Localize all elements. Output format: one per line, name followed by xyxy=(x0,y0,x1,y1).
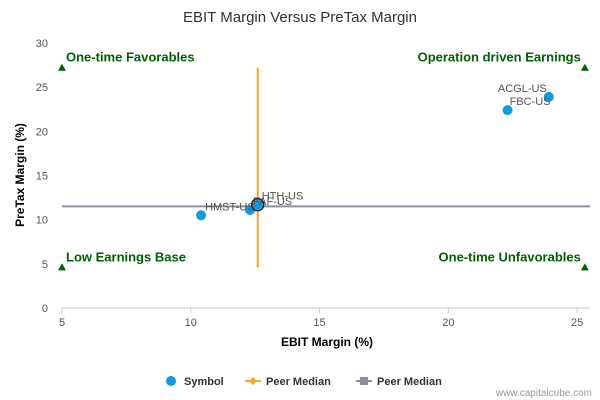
point-label: FBC-US xyxy=(510,96,551,108)
quadrant-marker xyxy=(580,63,589,71)
legend-label: Peer Median xyxy=(377,376,442,388)
x-tick-label: 20 xyxy=(442,317,454,329)
legend-square-marker xyxy=(360,377,368,385)
y-tick-label: 15 xyxy=(36,171,48,183)
quadrant-label: One-time Unfavorables xyxy=(439,249,581,264)
y-tick-label: 25 xyxy=(36,82,48,94)
legend-symbol-marker xyxy=(166,376,176,386)
quadrant-marker xyxy=(58,63,66,71)
point-label: ACGL-US xyxy=(498,83,547,95)
y-axis-title: PreTax Margin (%) xyxy=(13,123,27,227)
legend: Symbol Peer Median Peer Median xyxy=(166,376,442,388)
x-tick-label: 5 xyxy=(59,317,65,329)
quadrant-marker xyxy=(580,263,589,271)
y-tick-label: 20 xyxy=(36,126,48,138)
point-label: HMST-US xyxy=(205,201,255,213)
quadrant-label: One-time Favorables xyxy=(66,50,195,65)
highlight-ring xyxy=(250,197,265,212)
legend-diamond-marker xyxy=(249,377,257,385)
legend-label: Symbol xyxy=(184,376,224,388)
y-tick-label: 5 xyxy=(42,259,48,271)
data-point xyxy=(502,105,513,116)
data-point xyxy=(543,91,554,102)
y-tick-label: 30 xyxy=(36,38,48,50)
data-point xyxy=(196,210,207,221)
data-point xyxy=(252,199,263,210)
quadrant-marker xyxy=(58,263,66,271)
point-label: HTH-US xyxy=(262,191,304,203)
legend-label: Peer Median xyxy=(266,376,331,388)
quadrant-label: Operation driven Earnings xyxy=(418,50,581,65)
point-label: FAF-US xyxy=(253,196,292,208)
quadrant-label: Low Earnings Base xyxy=(66,249,186,264)
credit-text: www.capitalcube.com xyxy=(495,388,592,399)
x-axis-title: EBIT Margin (%) xyxy=(281,335,373,349)
y-tick-label: 0 xyxy=(42,303,48,315)
x-tick-label: 15 xyxy=(313,317,325,329)
chart-title: EBIT Margin Versus PreTax Margin xyxy=(183,9,417,26)
x-tick-label: 10 xyxy=(185,317,197,329)
y-tick-label: 10 xyxy=(36,215,48,227)
x-tick-label: 25 xyxy=(571,317,583,329)
